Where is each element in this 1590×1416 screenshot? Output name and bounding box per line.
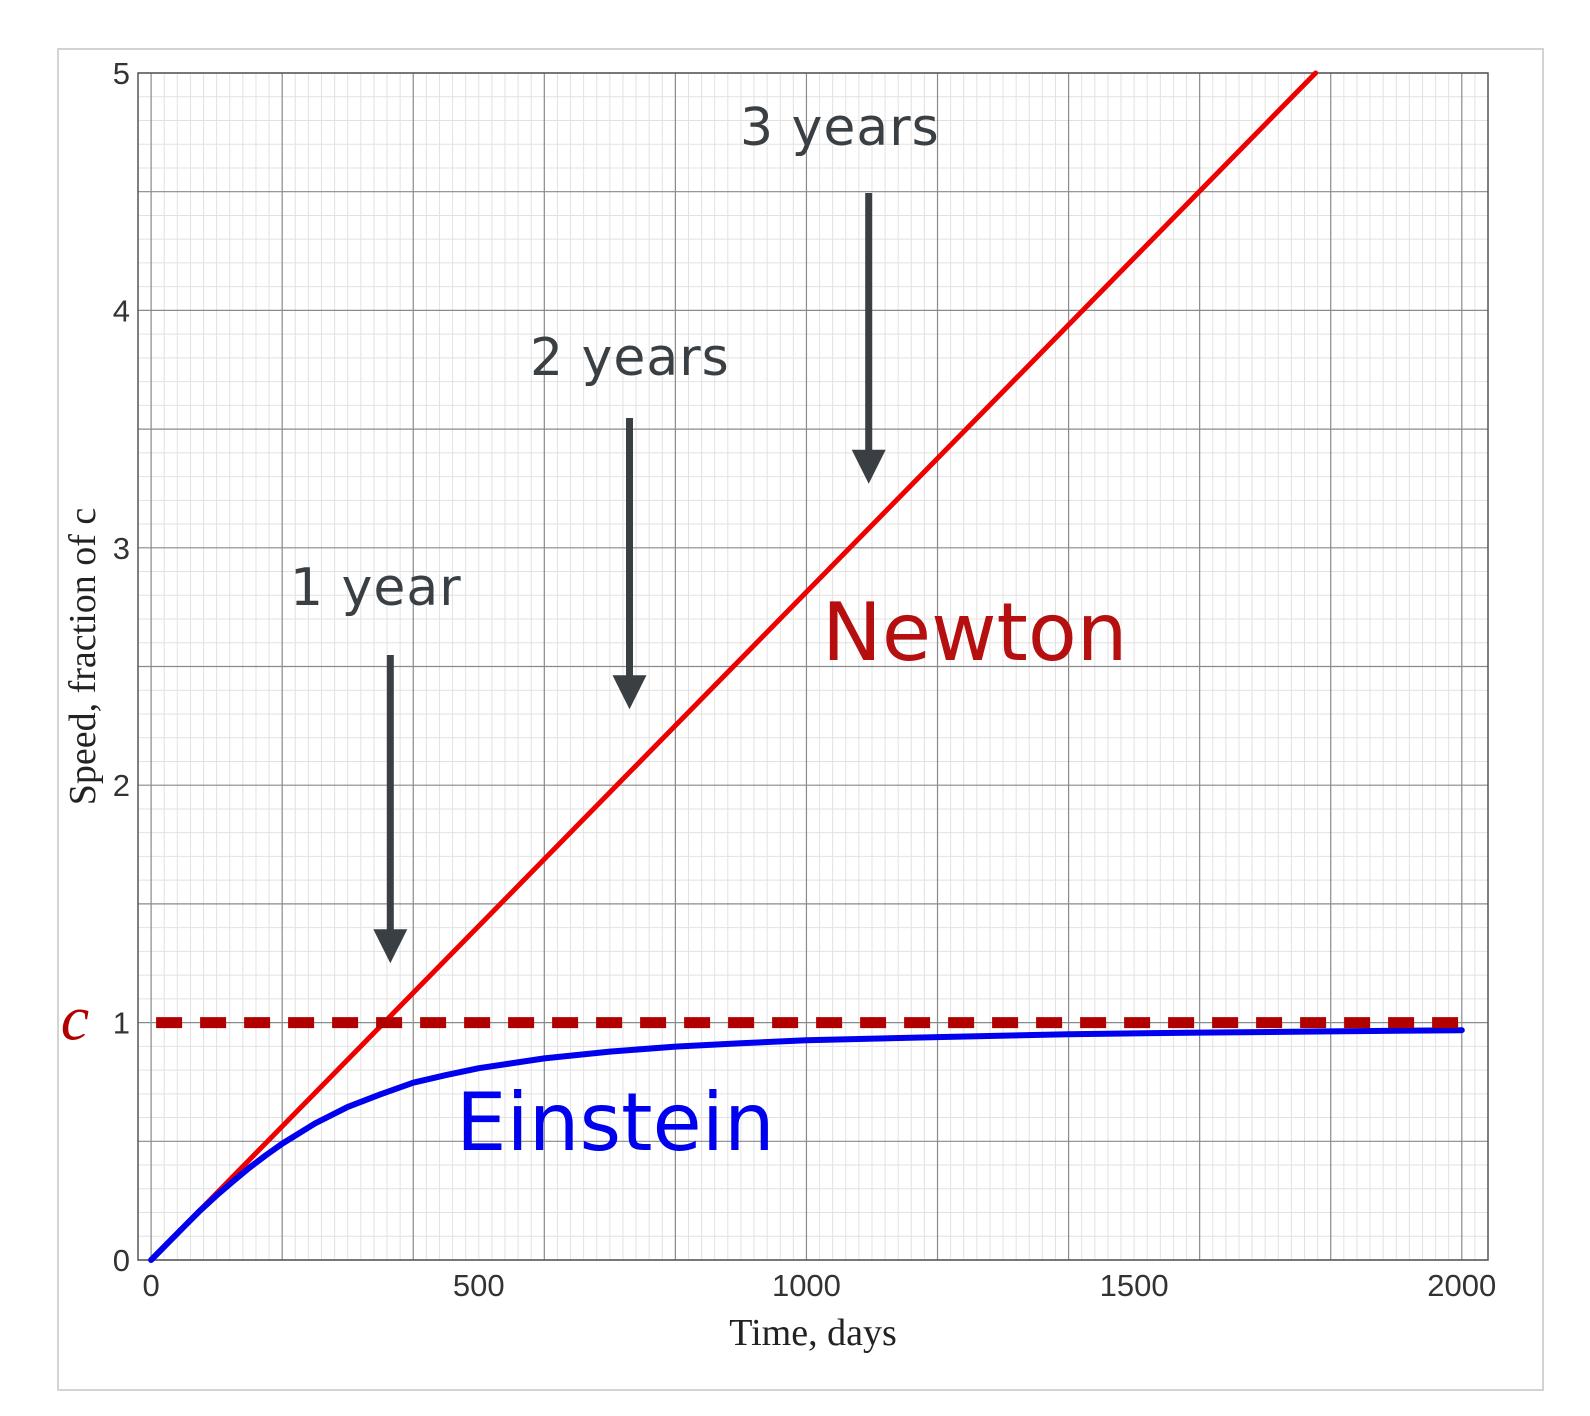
x-tick-label: 1500 [1100, 1268, 1169, 1303]
newton-label: Newton [822, 586, 1128, 679]
y-tick-label: 1 [113, 1006, 130, 1041]
x-tick-label: 0 [142, 1268, 159, 1303]
y-tick-label: 2 [113, 768, 130, 803]
annotation-1-year: 1 year [290, 558, 462, 618]
einstein-label: Einstein [456, 1076, 775, 1169]
series-group [148, 70, 1465, 1263]
y-axis-label: Speed, fraction of c [62, 508, 104, 806]
chart-frame [57, 48, 1544, 1391]
labels: Time, days Speed, fraction of c c Newton… [61, 508, 1128, 1354]
x-tick-label: 2000 [1427, 1268, 1496, 1303]
x-axis-label: Time, days [729, 1312, 897, 1354]
annotations: 1 year 2 years 3 years [290, 98, 940, 964]
annotation-2-years: 2 years [530, 328, 730, 388]
axis-ticks: 0 500 1000 1500 2000 0 1 2 3 4 5 [113, 56, 1497, 1303]
plot-border [137, 72, 1489, 1261]
y-tick-label: 0 [113, 1243, 130, 1278]
series-line-newton [148, 70, 1319, 1263]
y-tick-label: 4 [113, 293, 130, 328]
series-line-einstein [148, 1027, 1465, 1263]
annotation-arrow-head [851, 449, 886, 484]
c-marker-label: c [61, 983, 89, 1054]
x-tick-label: 500 [453, 1268, 505, 1303]
y-tick-label: 5 [113, 56, 130, 91]
major-grid [138, 72, 1488, 1261]
y-tick-label: 3 [113, 531, 130, 566]
annotation-arrow-head [373, 929, 408, 964]
annotation-3-years: 3 years [740, 98, 940, 158]
annotation-arrow-head [612, 675, 647, 710]
x-tick-label: 1000 [772, 1268, 841, 1303]
